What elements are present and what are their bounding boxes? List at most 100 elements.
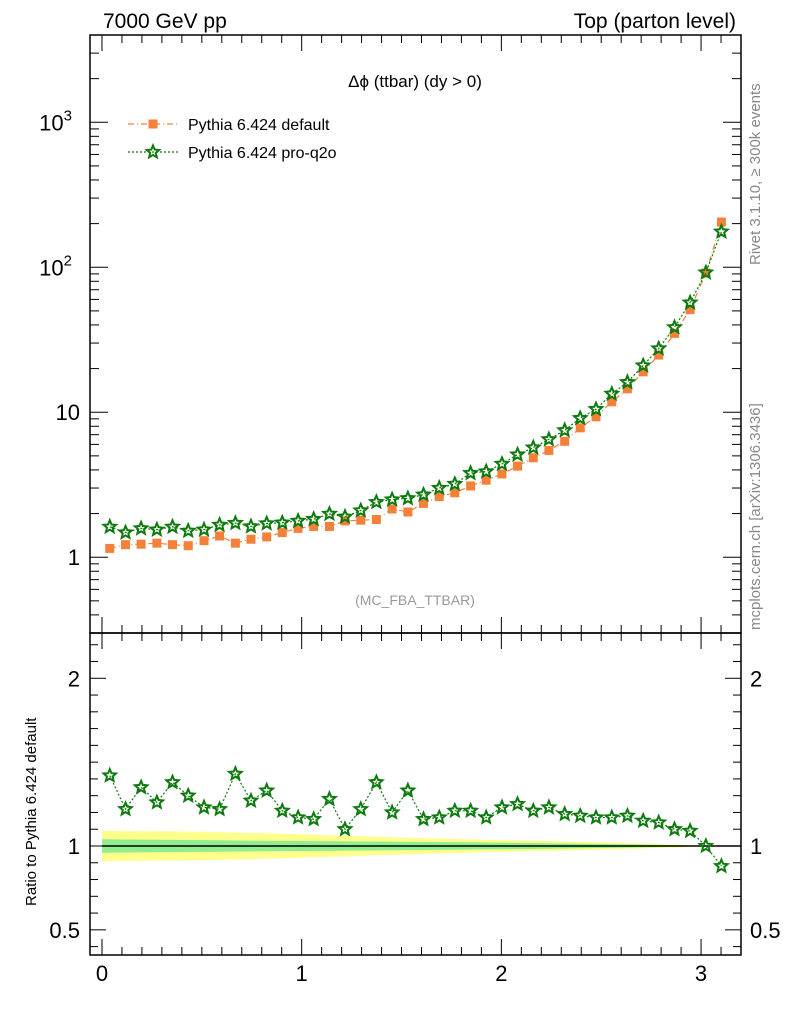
ratio-x-tick-label: 3	[695, 961, 707, 986]
ratio-x-tick-label: 0	[96, 961, 108, 986]
default-point	[497, 469, 507, 479]
ratio-point	[148, 793, 166, 810]
default-point	[183, 541, 193, 551]
pro-q2o-point	[540, 430, 558, 447]
default-point	[513, 461, 523, 471]
ratio-point	[352, 799, 370, 817]
pro-q2o-point	[367, 493, 385, 510]
header-left: 7000 GeV pp	[103, 10, 227, 33]
ratio-point	[226, 764, 245, 782]
default-point	[638, 367, 648, 377]
rivet-label: Rivet 3.1.10, ≥ 300k events	[747, 83, 764, 265]
default-point	[262, 532, 272, 542]
ratio-point	[665, 820, 684, 837]
ratio-point	[132, 778, 150, 795]
ratio-point	[571, 806, 589, 824]
ratio-series-line	[109, 772, 722, 867]
pro-q2o-point	[571, 409, 589, 426]
default-point	[230, 538, 240, 548]
pro-q2o-point	[273, 513, 291, 530]
default-point	[434, 492, 444, 502]
pro-q2o-point	[430, 478, 448, 496]
ratio-point	[712, 856, 731, 874]
ratio-x-tick-label: 2	[495, 961, 507, 986]
ratio-point	[508, 795, 527, 812]
legend-label: Pythia 6.424 pro-q2o	[188, 145, 337, 162]
pro-q2o-point	[414, 485, 433, 502]
legend: Pythia 6.424 default Pythia 6.424 pro-q2o	[128, 117, 337, 162]
ratio-point	[116, 800, 135, 817]
ratio-point	[461, 801, 480, 819]
pro-q2o-point	[634, 356, 652, 373]
ratio-point	[477, 808, 495, 825]
default-point	[293, 523, 303, 533]
default-point	[324, 521, 334, 531]
pro-q2o-point	[383, 490, 401, 507]
mcplots-label: mcplots.cern.ch [arXiv:1306.3436]	[747, 403, 764, 630]
pro-q2o-point	[697, 263, 715, 280]
default-point	[387, 504, 397, 514]
pro-q2o-point	[681, 293, 699, 310]
main-title: Δϕ (ttbar) (dy > 0)	[348, 72, 482, 91]
pro-q2o-point	[508, 445, 527, 463]
ratio-point	[681, 821, 699, 839]
pro-q2o-point	[101, 517, 119, 535]
ratio-y-tick-label-right: 2	[750, 666, 762, 691]
pro-q2o-point	[226, 513, 245, 531]
ratio-point	[367, 773, 385, 790]
series-default	[105, 217, 726, 553]
ratio-point	[336, 820, 354, 837]
default-point	[450, 488, 460, 498]
legend-marker-square	[148, 119, 158, 129]
default-point	[685, 305, 695, 315]
ratio-point	[289, 808, 307, 825]
default-point	[246, 534, 256, 544]
ratio-point	[618, 806, 637, 824]
pro-q2o-point	[555, 421, 574, 438]
ratio-plot-panel: 0.5 0.5 1 1 2 2 0 1 2 3	[49, 632, 781, 986]
ratio-point	[163, 773, 182, 790]
ratio-point	[493, 798, 511, 815]
pro-q2o-point	[242, 517, 260, 534]
default-point	[560, 436, 570, 446]
side-labels: Rivet 3.1.10, ≥ 300k events mcplots.cern…	[747, 83, 764, 630]
ratio-point	[524, 801, 542, 819]
series-default-line	[109, 221, 722, 549]
ratio-y-tick-label-right: 0.5	[750, 918, 781, 943]
default-point	[466, 481, 476, 491]
default-point	[309, 521, 319, 531]
ratio-point	[634, 811, 652, 829]
pro-q2o-point	[477, 462, 495, 479]
default-point	[418, 498, 428, 508]
ratio-y-tick-label: 0.5	[49, 918, 80, 943]
default-point	[403, 507, 413, 517]
pro-q2o-point	[446, 474, 464, 492]
pro-q2o-point	[524, 438, 543, 456]
pro-q2o-point	[132, 519, 150, 536]
ratio-point	[650, 813, 668, 830]
default-point	[152, 538, 162, 548]
pro-q2o-point	[336, 507, 354, 525]
default-point	[356, 515, 366, 525]
pro-q2o-point	[461, 463, 480, 481]
default-point	[528, 453, 538, 463]
ratio-frame	[89, 632, 742, 956]
main-y-tick-label-sup: 3	[64, 107, 72, 124]
ratio-point	[257, 781, 276, 798]
default-point	[481, 475, 491, 485]
pro-q2o-point	[289, 511, 307, 529]
ratio-point	[446, 801, 464, 819]
default-point	[716, 217, 726, 227]
main-annotation: (MC_FBA_TTBAR)	[355, 592, 475, 608]
ratio-x-tick-label: 1	[296, 961, 308, 986]
default-point	[654, 350, 664, 360]
pro-q2o-point	[320, 504, 339, 522]
ratio-point	[603, 808, 621, 825]
ratio-point	[414, 810, 433, 827]
ratio-point	[383, 803, 401, 820]
main-plot-panel: 1 10 102 103 Δϕ (ttbar) (dy > 0) (MC_FBA_TTBA…	[39, 34, 742, 634]
ratio-y-tick-label: 2	[68, 666, 80, 691]
default-point	[136, 539, 146, 549]
ratio-point	[399, 781, 417, 798]
